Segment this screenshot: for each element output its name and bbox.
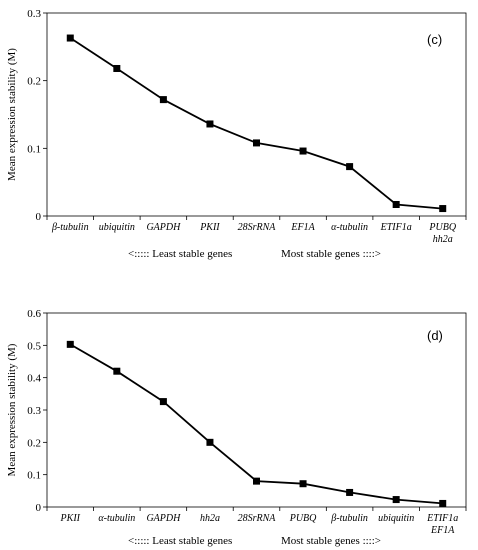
category-label: hh2a — [433, 234, 453, 245]
y-tick-label: 0.1 — [27, 470, 41, 482]
data-point — [299, 480, 307, 488]
data-point — [253, 139, 260, 147]
category-label: α-tubulin — [331, 222, 368, 233]
category-label: ubiquitin — [378, 513, 414, 524]
y-tick-label: 0 — [36, 502, 42, 514]
y-tick-label: 0.1 — [27, 143, 41, 155]
category-label: ETIF1a — [426, 513, 458, 524]
data-point — [439, 205, 447, 213]
data-point — [66, 340, 74, 348]
data-point — [206, 120, 214, 128]
data-point — [253, 477, 260, 485]
footer-least-stable: <::::: Least stable genes — [128, 535, 232, 547]
category-label: hh2a — [200, 513, 220, 524]
y-axis-title: Mean expression stability (M) — [6, 48, 18, 181]
y-tick-label: 0.3 — [27, 405, 41, 417]
footer-least-stable: <::::: Least stable genes — [128, 248, 232, 260]
chart-panel-2: 0 0.1 0.2 0.3 0.4 0.5 0.6 PKII α-tubulin GAPDH hh2… — [6, 308, 467, 547]
data-point — [392, 200, 400, 208]
footer-most-stable: Most stable genes ::::> — [281, 248, 381, 260]
data-point — [159, 96, 167, 104]
data-point — [206, 438, 214, 446]
panel-label: (c) — [427, 32, 442, 47]
y-tick-label: 0.2 — [27, 437, 41, 449]
y-axis-title: Mean expression stability (M) — [6, 343, 18, 476]
data-point — [299, 147, 307, 155]
y-tick-label: 0.2 — [27, 76, 41, 88]
footer-most-stable: Most stable genes ::::> — [281, 535, 381, 547]
data-point — [113, 64, 121, 72]
y-tick-label: 0.4 — [27, 373, 41, 385]
category-label: β-tubulin — [330, 513, 368, 524]
category-label: GAPDH — [146, 222, 181, 233]
category-label: EF1A — [430, 525, 455, 536]
category-label: PKII — [199, 222, 220, 233]
chart-panel-1: 0 0.1 0.2 0.3 β-tubulin ubiquitin GAPDH PKII 28S… — [6, 8, 467, 260]
plot-frame — [46, 12, 467, 217]
category-label: PUBQ — [289, 513, 317, 524]
category-label: ubiquitin — [99, 222, 135, 233]
y-tick-label: 0.3 — [27, 8, 41, 20]
category-label: 28SrRNA — [238, 222, 277, 233]
y-tick-label: 0 — [36, 211, 42, 223]
data-point — [392, 496, 400, 504]
category-label: β-tubulin — [51, 222, 89, 233]
data-point — [439, 499, 447, 507]
category-label: ETIF1a — [380, 222, 412, 233]
data-point — [346, 163, 354, 171]
panel-label: (d) — [427, 328, 443, 343]
category-label: PKII — [60, 513, 81, 524]
category-label: 28SrRNA — [238, 513, 277, 524]
data-point — [346, 488, 354, 496]
series-line — [69, 37, 443, 210]
data-point — [113, 367, 121, 375]
category-label: α-tubulin — [98, 513, 135, 524]
category-label: EF1A — [290, 222, 315, 233]
data-point — [159, 398, 167, 406]
y-tick-label: 0.6 — [27, 308, 41, 320]
y-tick-label: 0.5 — [27, 340, 41, 352]
category-label: GAPDH — [146, 513, 181, 524]
category-label: PUBQ — [428, 222, 456, 233]
data-point — [66, 34, 74, 42]
